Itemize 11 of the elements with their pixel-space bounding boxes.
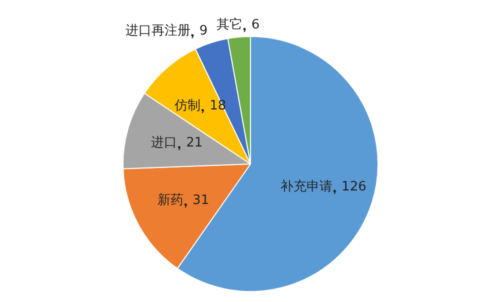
slice-label: 新药 [158, 192, 184, 208]
slice-label: 进口 [151, 136, 178, 151]
slice-label: 进口再注册 [125, 24, 190, 39]
data-label: 6 [251, 17, 260, 32]
data-label: 31 [192, 192, 210, 208]
slice-label: 其它 [216, 16, 242, 32]
data-label: 21 [186, 136, 203, 151]
data-label: 126 [342, 179, 366, 194]
data-label: 9 [199, 24, 208, 39]
slice-label: 补充申请 [280, 179, 333, 194]
slice-label: 仿制 [174, 98, 201, 114]
